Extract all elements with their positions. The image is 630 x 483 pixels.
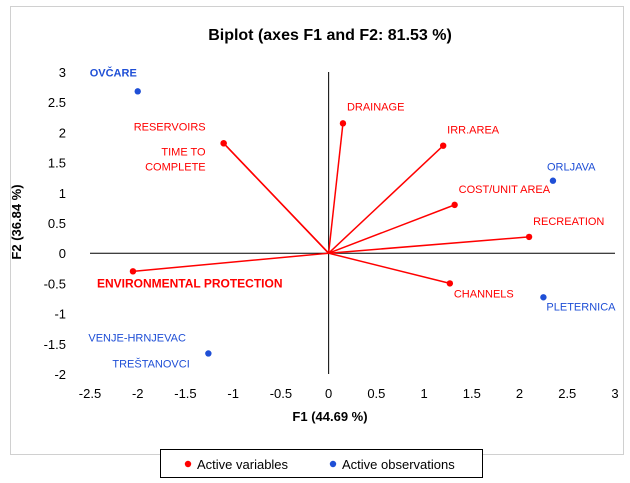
y-axis-label: F2 (36.84 %) [9, 184, 24, 259]
observation-label: VENJE-HRNJEVAC [88, 332, 186, 344]
legend-marker-observations [329, 460, 337, 468]
y-tick-label: 0.5 [48, 216, 66, 231]
variable-point [451, 201, 458, 209]
y-tick-label: 2.5 [48, 95, 66, 110]
observation-label: OVČARE [90, 66, 137, 79]
x-axis-label: F1 (44.69 %) [292, 409, 367, 424]
x-tick-label: -2.5 [79, 386, 101, 401]
y-tick-label: 2 [59, 125, 66, 140]
observation-label: ORLJAVA [547, 162, 596, 174]
variable-point [339, 120, 347, 127]
variable-point [439, 142, 447, 149]
variable-vector [328, 252, 451, 285]
y-tick-label: 0 [59, 246, 66, 261]
variable-label: RESERVOIRS [134, 121, 206, 133]
y-tick-label: -2 [54, 367, 66, 382]
y-tick-label: -1.5 [44, 337, 66, 352]
y-tick-label: -1 [54, 307, 66, 322]
x-tick-label: -2 [132, 386, 144, 401]
variable-point [129, 268, 137, 275]
variable-vectors: RESERVOIRS TIME TO COMPLETE DRAINAGE IRR.ARE… [97, 101, 604, 300]
chart-title: Biplot (axes F1 and F2: 81.53 %) [208, 27, 452, 44]
legend-label-variables: Active variables [197, 457, 289, 472]
variable-vector [223, 142, 330, 254]
legend-box [160, 449, 483, 478]
x-tick-label: 1 [420, 386, 427, 401]
variable-label: CHANNELS [454, 288, 514, 300]
axes: -2.5 -2 -1.5 -1 -0.5 0 0.5 1 1.5 2 2.5 3 -2 -1.5 -1 -0.… [44, 65, 619, 401]
observation-points: OVČARE ORLJAVA PLETERNICA VENJE-HRNJEVAC TRE… [88, 66, 616, 370]
x-tick-label: -1.5 [174, 386, 196, 401]
variable-vector [328, 145, 444, 254]
observation-label: TREŠTANOVCI [112, 357, 189, 370]
observation-point [549, 177, 557, 184]
x-tick-label: -0.5 [270, 386, 292, 401]
observation-label: PLETERNICA [546, 301, 616, 313]
y-tick-label: -0.5 [44, 276, 66, 291]
variable-label: IRR.AREA [447, 125, 500, 137]
legend-marker-variables [184, 460, 192, 468]
x-tick-label: 2.5 [558, 386, 576, 401]
observation-point [134, 88, 141, 95]
variable-vector [328, 236, 530, 254]
variable-label: TIME TO COMPLETE [145, 146, 206, 173]
variable-label: RECREATION [533, 216, 604, 228]
variable-label: ENVIRONMENTAL PROTECTION [97, 276, 283, 290]
variable-point [446, 280, 454, 287]
variable-point [220, 140, 227, 147]
variable-vector [132, 252, 329, 273]
x-tick-label: 2 [516, 386, 523, 401]
variable-vector [327, 123, 344, 254]
observation-point [205, 350, 212, 357]
variable-label: COST/UNIT AREA [459, 184, 551, 196]
legend: Active variables Active observations [160, 449, 483, 478]
observation-point [540, 294, 547, 301]
x-tick-label: 3 [611, 386, 618, 401]
legend-label-observations: Active observations [342, 457, 455, 472]
variable-point [525, 233, 533, 241]
y-tick-label: 1.5 [48, 156, 66, 171]
y-tick-label: 3 [59, 65, 66, 80]
x-tick-label: 1.5 [463, 386, 481, 401]
variable-label: DRAINAGE [347, 101, 404, 113]
variable-vector [328, 204, 455, 254]
x-tick-label: 0.5 [367, 386, 385, 401]
x-tick-label: -1 [227, 386, 239, 401]
x-tick-label: 0 [325, 386, 332, 401]
y-tick-label: 1 [59, 186, 66, 201]
